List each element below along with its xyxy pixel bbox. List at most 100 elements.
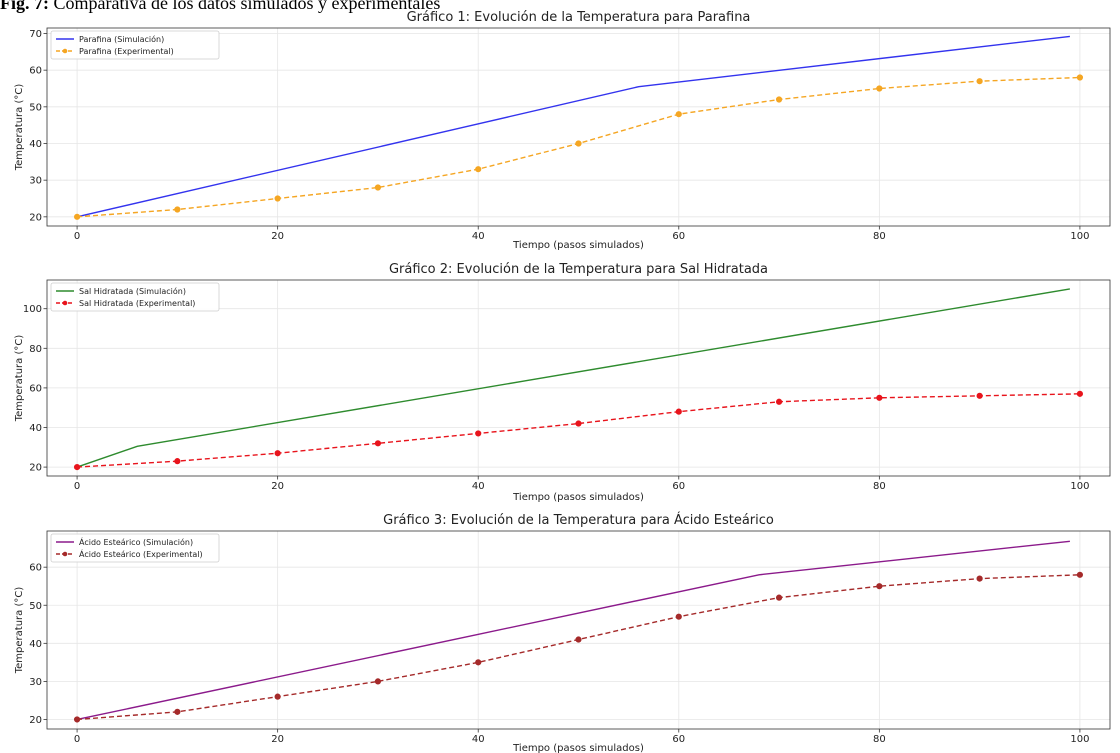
legend-marker [62, 551, 68, 557]
plot-area [47, 28, 1110, 226]
legend-entry: Sal Hidratada (Experimental) [79, 299, 195, 308]
figure-caption: Fig. 7: Comparativa de los datos simulad… [0, 0, 440, 13]
legend: Sal Hidratada (Simulación) Sal Hidratada … [50, 282, 220, 312]
y-axis-label: Temperatura (°C) [14, 84, 25, 172]
x-tick-label: 80 [873, 481, 886, 492]
data-point [675, 408, 682, 415]
data-point [675, 613, 682, 620]
data-point [475, 166, 482, 173]
data-point [274, 195, 281, 202]
y-tick-label: 20 [29, 715, 42, 726]
data-point [475, 430, 482, 437]
x-tick-label: 60 [672, 231, 685, 242]
plot-frame [46, 279, 1111, 477]
x-axis-label: Tiempo (pasos simulados) [512, 492, 644, 503]
data-point [374, 440, 382, 447]
x-tick-label: 40 [472, 231, 485, 242]
data-point [1076, 74, 1084, 81]
legend-entry: Ácido Esteárico (Simulación) [79, 536, 193, 547]
legend-entry: Sal Hidratada (Simulación) [79, 286, 186, 296]
x-tick-label: 20 [271, 734, 284, 745]
data-point [274, 450, 281, 457]
plot-frame [46, 530, 1111, 730]
x-tick-label: 20 [271, 481, 284, 492]
y-axis-label: Temperatura (°C) [14, 335, 25, 423]
x-tick-label: 60 [672, 481, 685, 492]
chart-3: 0 20 40 60 80 100 20 30 40 50 60 Gráfico 3: Evoluci… [14, 512, 1111, 753]
x-tick-label: 80 [873, 734, 886, 745]
data-point [1076, 390, 1084, 397]
legend-entry: Parafina (Simulación) [79, 34, 164, 44]
series-line-1 [76, 35, 1070, 218]
chart-title: Gráfico 2: Evolución de la Temperatura p… [389, 262, 768, 277]
chart-1: 0 20 40 60 80 100 20 30 40 50 60 70 Gráfico 1: Evolu… [14, 10, 1111, 251]
data-point [575, 420, 582, 427]
data-point [73, 213, 81, 220]
data-point [976, 392, 983, 399]
data-point [976, 575, 983, 582]
x-tick-label: 60 [672, 734, 685, 745]
legend-marker [62, 48, 68, 54]
legend: Parafina (Simulación) Parafina (Experimen… [50, 30, 220, 60]
chart-title: Gráfico 3: Evolución de la Temperatura p… [383, 512, 774, 528]
x-tick-label: 100 [1070, 481, 1089, 492]
data-point [876, 583, 883, 590]
data-point [575, 636, 582, 643]
data-point [174, 206, 181, 213]
plot-area [47, 531, 1110, 729]
y-tick-label: 50 [29, 102, 42, 113]
data-point [876, 394, 883, 401]
data-point [174, 458, 181, 465]
x-tick-label: 0 [74, 481, 80, 492]
y-tick-label: 20 [29, 212, 42, 223]
x-tick-label: 40 [472, 481, 485, 492]
data-point [73, 716, 81, 723]
series-line-1 [76, 540, 1070, 721]
x-tick-label: 40 [472, 734, 485, 745]
y-tick-label: 100 [23, 304, 42, 315]
data-point [73, 463, 81, 471]
data-point [876, 85, 883, 92]
y-tick-label: 20 [29, 463, 42, 474]
legend-entry: Parafina (Experimental) [79, 47, 174, 56]
data-point [976, 78, 983, 85]
data-point [675, 111, 682, 118]
data-point [775, 398, 783, 405]
x-tick-label: 100 [1070, 734, 1089, 745]
data-point [775, 594, 783, 601]
x-axis-label: Tiempo (pasos simulados) [512, 743, 644, 753]
series-line-1 [76, 288, 1071, 468]
y-tick-label: 60 [29, 383, 42, 394]
y-tick-label: 60 [29, 66, 42, 77]
legend-box [50, 282, 220, 312]
y-tick-label: 40 [29, 139, 42, 150]
data-point [374, 184, 382, 191]
x-tick-label: 20 [271, 231, 284, 242]
y-axis-label: Temperatura (°C) [14, 587, 25, 675]
y-tick-label: 80 [29, 344, 42, 355]
figure-caption-text: Comparativa de los datos simulados y exp… [49, 0, 441, 13]
y-tick-label: 40 [29, 423, 42, 434]
legend: Ácido Esteárico (Simulación)Ácido Esteár… [50, 533, 220, 563]
y-tick-label: 40 [29, 639, 42, 650]
legend-box [50, 30, 220, 60]
data-point [575, 140, 582, 147]
y-tick-label: 30 [29, 677, 42, 688]
data-point [174, 708, 181, 715]
chart-title: Gráfico 1: Evolución de la Temperatura p… [407, 10, 751, 25]
y-tick-label: 30 [29, 176, 42, 187]
data-point [274, 693, 281, 700]
data-point [475, 659, 482, 666]
x-tick-label: 80 [873, 231, 886, 242]
legend-box [50, 533, 220, 563]
legend-marker [62, 300, 68, 306]
figure-caption-number: Fig. 7: [0, 0, 49, 13]
plot-frame [46, 27, 1111, 227]
x-axis-label: Tiempo (pasos simulados) [512, 240, 644, 251]
legend-entry: Ácido Esteárico (Experimental) [79, 548, 203, 559]
data-point [1076, 571, 1084, 578]
x-tick-label: 100 [1070, 231, 1089, 242]
y-tick-label: 70 [29, 29, 42, 40]
chart-2: 0 20 40 60 80 100 20 40 60 80 100 Gráfico 2: Evoluc… [14, 262, 1111, 503]
